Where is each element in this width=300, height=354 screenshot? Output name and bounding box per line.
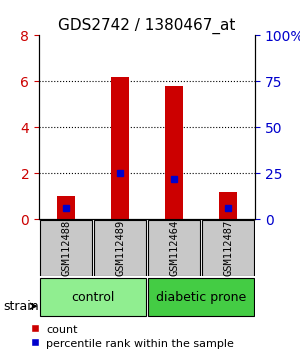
Bar <box>165 86 184 219</box>
FancyBboxPatch shape <box>148 278 254 316</box>
FancyBboxPatch shape <box>94 220 146 275</box>
FancyBboxPatch shape <box>202 220 254 275</box>
Text: GSM112487: GSM112487 <box>223 220 233 276</box>
Text: control: control <box>71 291 115 304</box>
Title: GDS2742 / 1380467_at: GDS2742 / 1380467_at <box>58 18 236 34</box>
Text: diabetic prone: diabetic prone <box>156 291 246 304</box>
Legend: count, percentile rank within the sample: count, percentile rank within the sample <box>30 324 234 349</box>
Text: GSM112489: GSM112489 <box>115 220 125 276</box>
Text: GSM112488: GSM112488 <box>61 220 71 276</box>
Bar <box>111 77 130 219</box>
FancyBboxPatch shape <box>40 278 146 316</box>
Bar <box>56 196 76 219</box>
Text: strain: strain <box>3 300 39 313</box>
Text: GSM112464: GSM112464 <box>169 220 179 276</box>
Bar <box>219 192 238 219</box>
FancyBboxPatch shape <box>148 220 200 275</box>
FancyBboxPatch shape <box>40 220 92 275</box>
